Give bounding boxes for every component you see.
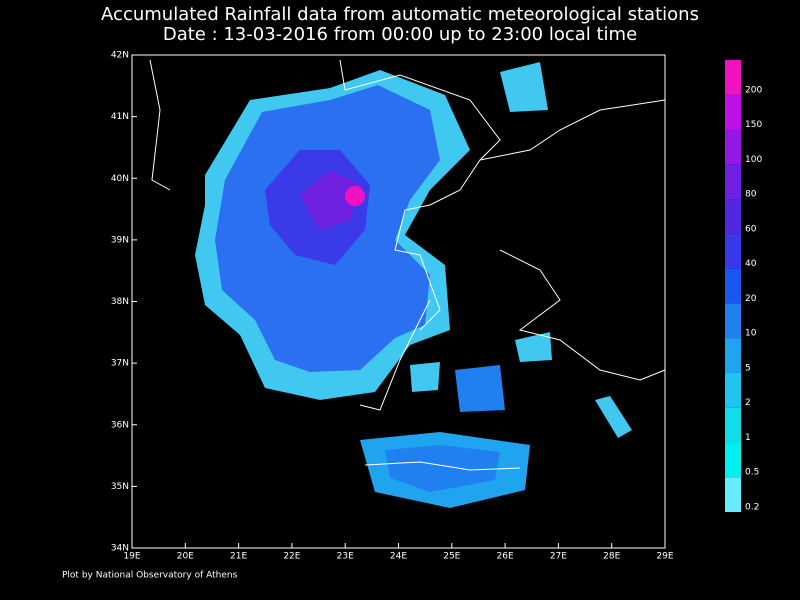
colorbar-box (725, 233, 741, 269)
colorbar-label: 5 (745, 363, 751, 373)
lat-label: 35N (111, 482, 129, 492)
colorbar-box (725, 60, 741, 95)
colorbar-label: 2 (745, 398, 751, 408)
lat-label: 41N (111, 112, 129, 122)
coastline (339, 59, 501, 331)
colorbar-box (725, 407, 741, 443)
colorbar-label: 200 (745, 85, 762, 95)
colorbar-box (725, 442, 741, 478)
lon-label: 27E (550, 552, 567, 562)
rain-area (410, 362, 440, 392)
lon-label: 28E (603, 552, 620, 562)
colorbar-label: 60 (745, 224, 757, 234)
colorbar-label: 10 (745, 329, 757, 339)
colorbar-label: 0.2 (745, 503, 759, 513)
lon-label: 20E (177, 552, 194, 562)
colorbar-label: 0.5 (745, 468, 759, 478)
colorbar-label: 100 (745, 155, 762, 165)
coastline (499, 249, 666, 381)
lon-label: 25E (443, 552, 460, 562)
lon-label: 22E (283, 552, 300, 562)
subtitle: Date : 13-03-2016 from 00:00 up to 23:00… (163, 24, 637, 45)
colorbar-box (725, 94, 741, 130)
lon-label: 21E (230, 552, 247, 562)
coastline (479, 99, 666, 161)
lat-label: 40N (111, 174, 129, 184)
rain-peak (345, 186, 365, 206)
coastlines (149, 59, 666, 471)
colorbar-label: 1 (745, 433, 751, 443)
lon-label: 24E (390, 552, 407, 562)
colorbar-box (725, 372, 741, 408)
lat-label: 39N (111, 235, 129, 245)
colorbar-label: 80 (745, 190, 757, 200)
colorbar-label: 20 (745, 294, 757, 304)
lat-label: 38N (111, 297, 129, 307)
rain-area (455, 365, 505, 412)
colorbar-label: 150 (745, 120, 762, 130)
lat-label: 34N (111, 544, 129, 554)
lat-label: 42N (111, 51, 129, 61)
lon-label: 19E (123, 552, 140, 562)
lat-label: 37N (111, 359, 129, 369)
coastline (364, 461, 521, 471)
lon-label: 29E (656, 552, 673, 562)
rainfall-field (195, 62, 632, 508)
coastline (149, 59, 171, 191)
lat-label: 36N (111, 420, 129, 430)
colorbar-box (725, 199, 741, 234)
rain-area (595, 396, 632, 438)
lon-label: 23E (337, 552, 354, 562)
title: Accumulated Rainfall data from automatic… (101, 4, 699, 25)
colorbar-box (725, 477, 741, 512)
lon-label: 26E (497, 552, 514, 562)
rain-area (300, 170, 360, 230)
colorbar-box (725, 303, 741, 339)
colorbar-label: 40 (745, 259, 757, 269)
credit: Plot by National Observatory of Athens (62, 571, 238, 581)
colorbar-box (725, 268, 741, 304)
rain-area (385, 445, 500, 492)
colorbar-box (725, 129, 741, 165)
colorbar-box (725, 164, 741, 200)
rain-area (500, 62, 548, 112)
rain-area (515, 332, 552, 362)
coastline (359, 299, 431, 411)
colorbar-box (725, 338, 741, 373)
